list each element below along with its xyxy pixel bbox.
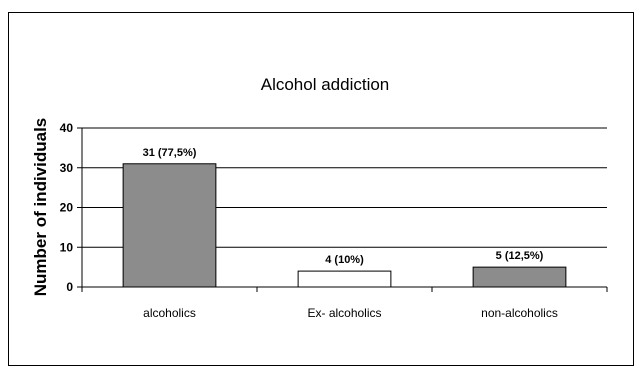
data-label: 5 (12,5%)	[496, 250, 544, 262]
category-label: alcoholics	[143, 306, 196, 320]
y-tick-label: 30	[60, 161, 74, 175]
category-label: non-alcoholics	[481, 306, 558, 320]
data-label: 4 (10%)	[325, 254, 364, 266]
bars	[122, 163, 567, 288]
bar-1	[122, 163, 217, 288]
y-tick-label: 40	[60, 121, 74, 135]
y-tick-label: 10	[60, 240, 74, 254]
chart-frame	[8, 12, 634, 366]
axes	[77, 127, 608, 292]
y-tick-label: 20	[60, 201, 74, 215]
bar-2	[297, 270, 392, 288]
chart-title: Alcohol addiction	[261, 75, 390, 94]
bar-3	[472, 266, 567, 288]
data-label: 31 (77,5%)	[143, 147, 197, 159]
y-axis-label: Number of individuals	[31, 118, 50, 297]
labels: 0 10 20 30 40 31 (77,5%) alcoholics 4 (10%) Ex- …	[60, 121, 558, 320]
y-tick-label: 0	[66, 280, 73, 294]
category-label: Ex- alcoholics	[307, 306, 381, 320]
